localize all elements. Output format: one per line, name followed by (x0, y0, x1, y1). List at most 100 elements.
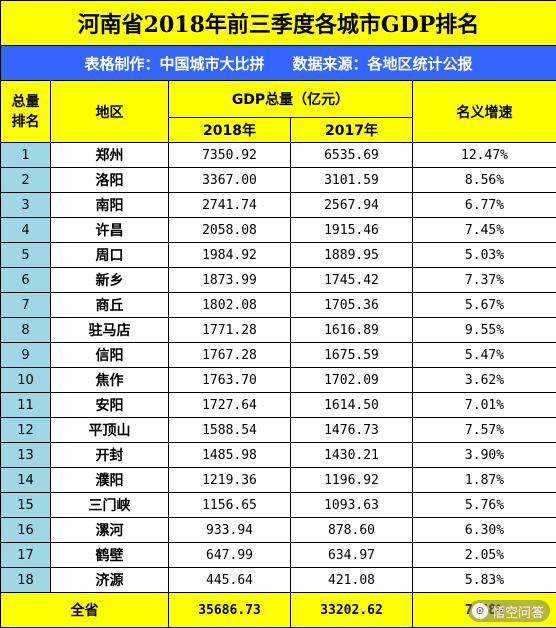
growth-cell: 3.90% (412, 442, 556, 468)
gdp-2017-cell: 6535.69 (290, 142, 413, 168)
wukong-logo-icon: ⊙ (471, 603, 488, 619)
table-row: 1 郑州 7350.92 6535.69 12.47% (0, 142, 556, 168)
watermark-text: 悟空问答 (491, 605, 544, 621)
header-row-1: 总量 排名 地区 GDP总量（亿元） 名义增速 (0, 80, 556, 143)
header-year-2018: 2018年 (168, 117, 291, 143)
gdp-2017-cell: 634.97 (290, 542, 413, 568)
gdp-2018-cell: 1485.98 (168, 442, 291, 468)
growth-cell: 5.03% (412, 242, 556, 268)
gdp-2018-cell: 1873.99 (168, 267, 291, 293)
gdp-2018-cell: 1588.54 (168, 417, 291, 443)
gdp-2018-cell: 1767.28 (168, 342, 291, 368)
city-cell: 济源 (50, 567, 169, 593)
subtitle-row: 表格制作：中国城市大比拼 数据来源：各地区统计公报 (0, 45, 556, 81)
gdp-2018-cell: 1156.65 (168, 492, 291, 518)
growth-cell: 5.47% (412, 342, 556, 368)
rank-cell: 14 (0, 467, 51, 493)
gdp-2017-cell: 1093.63 (290, 492, 413, 518)
rank-cell: 11 (0, 392, 51, 418)
growth-cell: 5.76% (412, 492, 556, 518)
gdp-2018-cell: 1763.70 (168, 367, 291, 393)
header-growth: 名义增速 (412, 80, 556, 143)
rank-cell: 18 (0, 567, 51, 593)
rank-cell: 5 (0, 242, 51, 268)
city-cell: 驻马店 (50, 317, 169, 343)
header-rank: 总量 排名 (0, 80, 51, 143)
rank-cell: 8 (0, 317, 51, 343)
table-row: 17 鹤壁 647.99 634.97 2.05% (0, 542, 556, 568)
rank-cell: 9 (0, 342, 51, 368)
title-row: 河南省2018年前三季度各城市GDP排名 (0, 0, 556, 46)
city-cell: 三门峡 (50, 492, 169, 518)
gdp-2018-cell: 933.94 (168, 517, 291, 543)
gdp-2018-cell: 3367.00 (168, 167, 291, 193)
growth-cell: 6.30% (412, 517, 556, 543)
table-row: 11 安阳 1727.64 1614.50 7.01% (0, 392, 556, 418)
table-row: 3 南阳 2741.74 2567.94 6.77% (0, 192, 556, 218)
city-cell: 信阳 (50, 342, 169, 368)
city-cell: 商丘 (50, 292, 169, 318)
subtitle-cell: 表格制作：中国城市大比拼 数据来源：各地区统计公报 (0, 45, 556, 81)
total-gdp-2018: 35686.73 (168, 592, 291, 628)
gdp-2018-cell: 1802.08 (168, 292, 291, 318)
growth-cell: 12.47% (412, 142, 556, 168)
gdp-2017-cell: 1196.92 (290, 467, 413, 493)
growth-cell: 6.77% (412, 192, 556, 218)
rank-cell: 4 (0, 217, 51, 243)
rank-cell: 12 (0, 417, 51, 443)
table-row: 8 驻马店 1771.28 1616.89 9.55% (0, 317, 556, 343)
table-row: 9 信阳 1767.28 1675.59 5.47% (0, 342, 556, 368)
header-gdp-total: GDP总量（亿元） (168, 80, 413, 118)
gdp-2018-cell: 1219.36 (168, 467, 291, 493)
city-cell: 安阳 (50, 392, 169, 418)
data-source: 数据来源：各地区统计公报 (292, 54, 473, 73)
growth-cell: 3.62% (412, 367, 556, 393)
gdp-2017-cell: 3101.59 (290, 167, 413, 193)
table-row: 5 周口 1984.92 1889.95 5.03% (0, 242, 556, 268)
watermark: ⊙ 悟空问答 (467, 600, 550, 622)
growth-cell: 8.56% (412, 167, 556, 193)
growth-cell: 7.01% (412, 392, 556, 418)
gdp-2017-cell: 1702.09 (290, 367, 413, 393)
growth-cell: 7.37% (412, 267, 556, 293)
city-cell: 洛阳 (50, 167, 169, 193)
gdp-2017-cell: 1675.59 (290, 342, 413, 368)
table-maker: 表格制作：中国城市大比拼 (84, 54, 265, 73)
gdp-2017-cell: 1745.42 (290, 267, 413, 293)
table-row: 15 三门峡 1156.65 1093.63 5.76% (0, 492, 556, 518)
table-row: 2 洛阳 3367.00 3101.59 8.56% (0, 167, 556, 193)
growth-cell: 9.55% (412, 317, 556, 343)
gdp-2017-cell: 1476.73 (290, 417, 413, 443)
table-row: 6 新乡 1873.99 1745.42 7.37% (0, 267, 556, 293)
gdp-2018-cell: 7350.92 (168, 142, 291, 168)
gdp-2018-cell: 647.99 (168, 542, 291, 568)
gdp-2018-cell: 445.64 (168, 567, 291, 593)
table-row: 14 濮阳 1219.36 1196.92 1.87% (0, 467, 556, 493)
rank-cell: 16 (0, 517, 51, 543)
gdp-2017-cell: 1705.36 (290, 292, 413, 318)
growth-cell: 5.67% (412, 292, 556, 318)
gdp-2017-cell: 1430.21 (290, 442, 413, 468)
table-row: 10 焦作 1763.70 1702.09 3.62% (0, 367, 556, 393)
city-cell: 郑州 (50, 142, 169, 168)
header-rank-line-2: 排名 (11, 113, 40, 130)
gdp-2017-cell: 1614.50 (290, 392, 413, 418)
table-row: 12 平顶山 1588.54 1476.73 7.57% (0, 417, 556, 443)
gdp-2018-cell: 1727.64 (168, 392, 291, 418)
city-cell: 鹤壁 (50, 542, 169, 568)
gdp-2017-cell: 878.60 (290, 517, 413, 543)
city-cell: 平顶山 (50, 417, 169, 443)
gdp-2018-cell: 1984.92 (168, 242, 291, 268)
gdp-2017-cell: 1889.95 (290, 242, 413, 268)
gdp-2018-cell: 1771.28 (168, 317, 291, 343)
gdp-2017-cell: 1915.46 (290, 217, 413, 243)
growth-cell: 2.05% (412, 542, 556, 568)
city-cell: 周口 (50, 242, 169, 268)
header-rank-line-1: 总量 (11, 93, 40, 110)
city-cell: 新乡 (50, 267, 169, 293)
rank-cell: 6 (0, 267, 51, 293)
gdp-2018-cell: 2741.74 (168, 192, 291, 218)
total-gdp-2017: 33202.62 (290, 592, 413, 628)
